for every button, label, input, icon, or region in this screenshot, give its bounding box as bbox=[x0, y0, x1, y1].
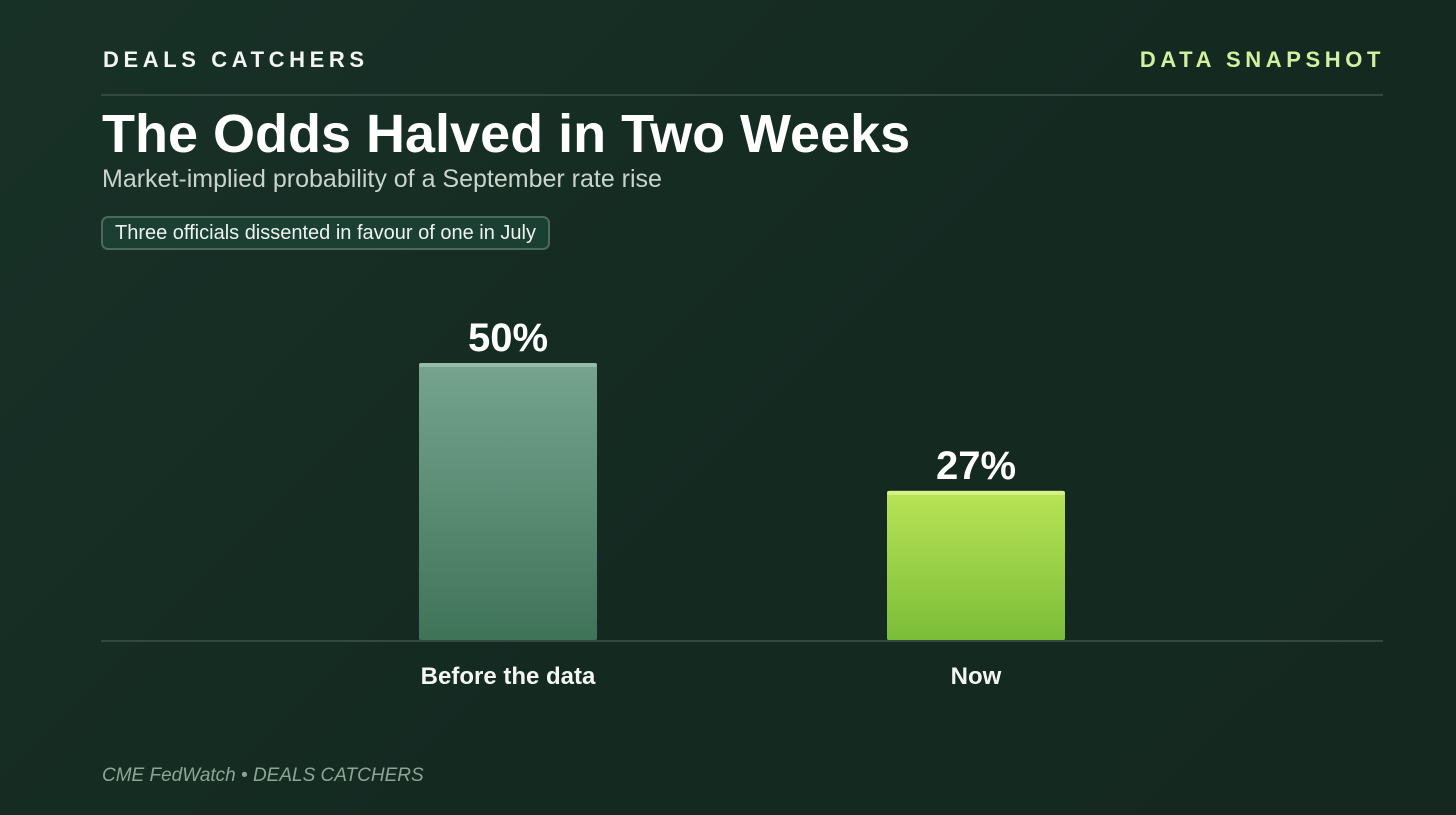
chart-title: The Odds Halved in Two Weeks bbox=[102, 104, 911, 164]
source-credit: CME FedWatch • DEALS CATCHERS bbox=[102, 765, 424, 786]
data-snapshot-tag: DATA SNAPSHOT bbox=[1139, 47, 1385, 72]
bars-layer: 50% Before the data 27% Now bbox=[419, 316, 1065, 690]
brand-name: DEALS CATCHERS bbox=[103, 47, 369, 72]
bar-now bbox=[887, 490, 1065, 641]
annotation-pill: Three officials dissented in favour of o… bbox=[101, 216, 550, 250]
category-label: Before the data bbox=[421, 663, 596, 690]
category-label: Now bbox=[951, 663, 1002, 690]
bar-highlight bbox=[419, 363, 597, 367]
bar-before-the-data bbox=[419, 363, 597, 641]
chart-subtitle: Market-implied probability of a Septembe… bbox=[102, 165, 662, 193]
bar-highlight bbox=[887, 490, 1065, 495]
value-label: 50% bbox=[468, 316, 548, 360]
value-label: 27% bbox=[936, 444, 1016, 488]
header-divider bbox=[101, 94, 1383, 96]
